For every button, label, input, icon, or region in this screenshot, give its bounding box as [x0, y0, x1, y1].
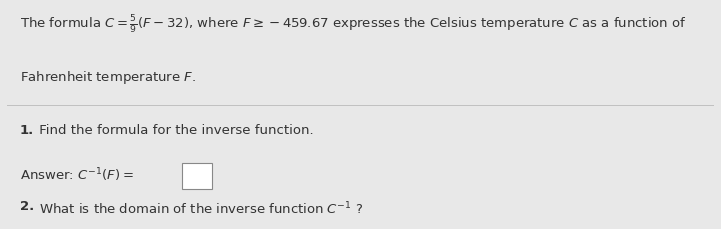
Text: 2.: 2.: [20, 200, 34, 213]
Text: The formula $C = \frac{5}{9}(F - 32)$, where $F \geq -459.67$ expresses the Cels: The formula $C = \frac{5}{9}(F - 32)$, w…: [20, 14, 686, 36]
Text: Find the formula for the inverse function.: Find the formula for the inverse functio…: [35, 124, 314, 137]
FancyBboxPatch shape: [182, 163, 212, 189]
Text: What is the domain of the inverse function $C^{-1}$ ?: What is the domain of the inverse functi…: [35, 200, 363, 217]
Text: Fahrenheit temperature $F$.: Fahrenheit temperature $F$.: [20, 69, 196, 86]
Text: 1.: 1.: [20, 124, 34, 137]
Text: Answer: $C^{-1}(F) = $: Answer: $C^{-1}(F) = $: [20, 166, 133, 184]
